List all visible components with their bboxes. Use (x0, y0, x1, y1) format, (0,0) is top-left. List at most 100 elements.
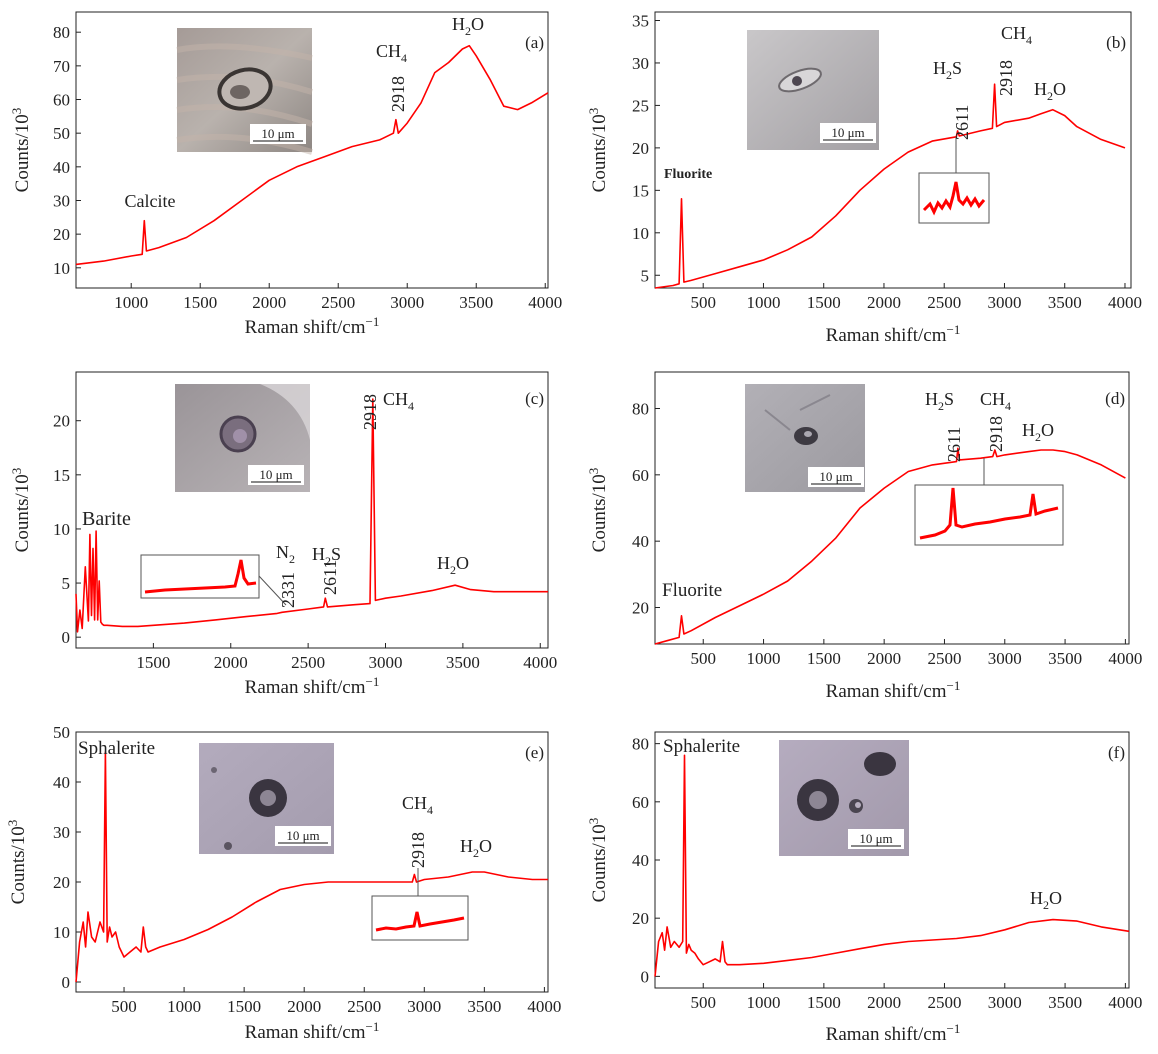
y-tick-label: 20 (632, 909, 649, 928)
y-tick-label: 30 (53, 823, 70, 842)
spectrum-series (75, 751, 548, 983)
x-axis-ticks: 500 1000 1500 2000 2500 3000 3500 4000 (690, 983, 1142, 1012)
species-label-h2s: H2S (933, 58, 962, 82)
x-tick-label: 2500 (321, 293, 355, 312)
x-tick-label: 2000 (252, 293, 286, 312)
x-tick-label: 1000 (167, 997, 201, 1016)
y-tick-label: 80 (53, 23, 70, 42)
panel-label: (d) (1105, 389, 1125, 408)
x-tick-label: 3500 (459, 293, 493, 312)
species-label-h2o: H2O (1030, 888, 1062, 912)
scale-bar-label: 10 μm (831, 125, 864, 140)
y-tick-label: 40 (53, 773, 70, 792)
y-tick-label: 30 (632, 54, 649, 73)
scale-bar-label: 10 μm (819, 469, 852, 484)
species-label-h2o: H2O (452, 14, 484, 38)
spectrum-line (75, 44, 549, 266)
zoom-inset (371, 868, 469, 941)
spectrum-series (654, 754, 1130, 977)
species-label-h2s: H2S (312, 544, 341, 568)
peak-label-2918: 2918 (996, 60, 1016, 96)
peak-label-2611: 2611 (320, 560, 340, 595)
y-tick-label: 80 (632, 735, 649, 754)
y-tick-label: 10 (53, 520, 70, 539)
x-tick-label: 2000 (867, 649, 901, 668)
x-tick-label: 3500 (467, 997, 501, 1016)
y-axis-ticks: 0 20 40 60 80 (632, 735, 660, 986)
x-tick-label: 2500 (927, 993, 961, 1012)
y-axis-ticks: 0 5 10 15 20 (53, 412, 81, 647)
y-tick-label: 60 (632, 466, 649, 485)
scale-bar-label: 10 μm (286, 828, 319, 843)
species-label-ch4: CH4 (383, 389, 414, 413)
x-tick-label: 2000 (214, 653, 248, 672)
y-tick-label: 80 (632, 399, 649, 418)
panel-b: 5 10 15 20 25 30 35 500 1000 1500 2000 2500 3000 350… (586, 11, 1142, 346)
zoom-inset (918, 137, 990, 224)
x-tick-label: 2500 (927, 649, 961, 668)
plot-frame (75, 11, 549, 289)
zoom-inset (914, 458, 1064, 546)
y-tick-label: 50 (53, 723, 70, 742)
y-axis-label: Counts/103 (586, 818, 610, 903)
y-tick-label: 5 (62, 574, 71, 593)
y-tick-label: 20 (632, 139, 649, 158)
x-tick-label: 3000 (407, 997, 441, 1016)
x-tick-label: 3000 (987, 293, 1021, 312)
peak-label-2611: 2611 (952, 105, 972, 140)
x-tick-label: 3000 (988, 993, 1022, 1012)
species-label-ch4: CH4 (980, 389, 1011, 413)
x-tick-label: 2500 (927, 293, 961, 312)
y-tick-label: 10 (632, 224, 649, 243)
micrograph-inset: 10 μm (779, 740, 909, 856)
y-tick-label: 0 (641, 967, 650, 986)
panel-label: (a) (525, 33, 544, 52)
micrograph-inset: 10 μm (747, 30, 879, 150)
plot-frame (654, 11, 1132, 289)
peak-label-sphalerite: Sphalerite (663, 736, 740, 757)
x-tick-label: 1500 (807, 293, 841, 312)
y-tick-label: 70 (53, 57, 70, 76)
x-tick-label: 500 (111, 997, 137, 1016)
x-tick-label: 4000 (527, 997, 561, 1016)
micrograph-inset: 10 μm (175, 384, 310, 492)
x-tick-label: 1500 (227, 997, 261, 1016)
plot-frame (75, 731, 549, 993)
x-tick-label: 3500 (1048, 993, 1082, 1012)
scale-bar-label: 10 μm (261, 126, 294, 141)
species-label-h2o: H2O (1022, 420, 1054, 444)
y-tick-label: 20 (53, 225, 70, 244)
y-axis-label: Counts/103 (5, 820, 29, 905)
species-label-n2: N2 (276, 542, 295, 566)
x-tick-label: 2000 (287, 997, 321, 1016)
x-tick-label: 500 (690, 649, 716, 668)
y-tick-label: 10 (53, 259, 70, 278)
species-label-h2o: H2O (437, 553, 469, 577)
y-tick-label: 40 (632, 851, 649, 870)
spectrum-line (75, 751, 548, 983)
x-axis-ticks: 500 1000 1500 2000 2500 3000 3500 4000 (690, 283, 1142, 312)
x-tick-label: 2500 (291, 653, 325, 672)
x-axis-label: Raman shift/cm−1 (245, 1019, 380, 1043)
peak-label-barite: Barite (82, 508, 131, 530)
panel-label: (c) (525, 389, 544, 408)
species-label-h2o: H2O (460, 836, 492, 860)
x-tick-label: 3500 (1048, 293, 1082, 312)
peak-label-fluorite: Fluorite (662, 580, 722, 601)
panel-d: 20 40 60 80 500 1000 1500 2000 2500 3000 3500 4000… (586, 371, 1142, 702)
y-tick-label: 15 (632, 181, 649, 200)
y-axis-label: Counts/103 (586, 108, 610, 193)
x-tick-label: 1500 (807, 993, 841, 1012)
x-axis-label: Raman shift/cm−1 (245, 314, 380, 338)
panel-label: (f) (1108, 743, 1125, 762)
x-axis-ticks: 500 1000 1500 2000 2500 3000 3500 4000 (111, 987, 561, 1016)
peak-label-2918: 2918 (360, 394, 380, 430)
x-axis-label: Raman shift/cm−1 (826, 1021, 961, 1045)
plot-frame (654, 371, 1130, 645)
peak-label-2918: 2918 (986, 416, 1006, 452)
spectrum-series (75, 398, 548, 633)
x-tick-label: 3000 (369, 653, 403, 672)
x-tick-label: 4000 (1108, 649, 1142, 668)
species-label-ch4: CH4 (1001, 23, 1032, 47)
x-tick-label: 2500 (347, 997, 381, 1016)
